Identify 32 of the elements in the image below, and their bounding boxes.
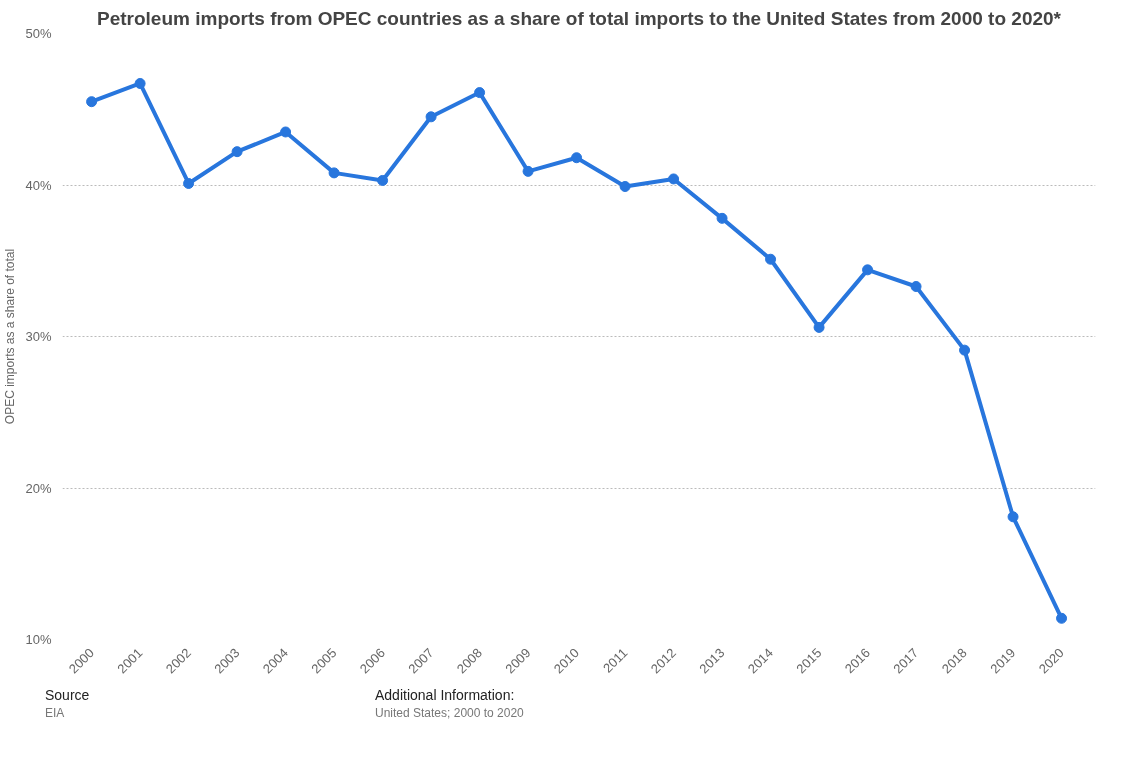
text: United States; 2000 to 2020 xyxy=(375,705,524,722)
y-axis-title: OPEC imports as a share of total xyxy=(3,248,18,425)
y-tick-label: 20% xyxy=(25,480,52,496)
point xyxy=(959,344,971,356)
text: EIA xyxy=(45,705,66,722)
point xyxy=(571,152,583,164)
point xyxy=(183,177,195,189)
point xyxy=(716,212,728,224)
point xyxy=(522,165,534,177)
point xyxy=(474,87,486,99)
y-tick-label: 30% xyxy=(25,329,52,344)
y-tick-label: 10% xyxy=(25,632,52,647)
point xyxy=(134,78,146,89)
point xyxy=(377,174,389,186)
point xyxy=(328,167,340,179)
point xyxy=(765,253,777,265)
point xyxy=(668,173,680,185)
chart-title: Petroleum imports from OPEC countries as a share of total imports to the United States from 2000 to 2020* xyxy=(97,7,1062,29)
point xyxy=(619,181,631,193)
point xyxy=(1007,511,1019,523)
point xyxy=(280,126,292,138)
y-tick-label: 40% xyxy=(25,177,52,193)
point xyxy=(231,146,243,158)
point xyxy=(862,264,874,276)
point xyxy=(86,96,98,108)
point xyxy=(813,321,825,333)
y-tick-label: 50% xyxy=(25,26,52,41)
point xyxy=(425,111,437,123)
point xyxy=(1056,612,1068,624)
text: Source xyxy=(45,686,91,705)
point xyxy=(910,281,922,292)
text: Additional Information: xyxy=(375,686,516,705)
